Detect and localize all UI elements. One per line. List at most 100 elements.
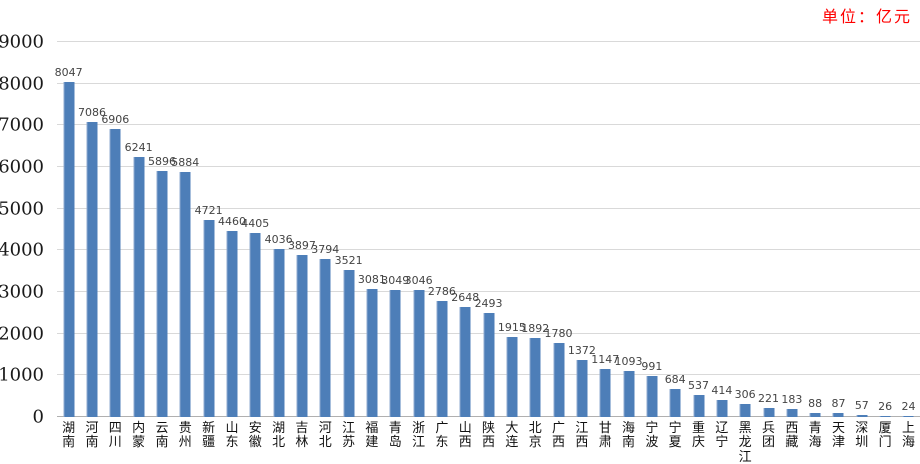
bar [226,231,238,417]
category-label: 山 东 [225,421,239,451]
bar [599,369,611,417]
bar [693,394,705,417]
category-label: 宁 波 [645,421,659,451]
value-label: 991 [641,359,663,373]
bar-column: 24 上 海 [897,42,920,450]
bar-column: 3046 浙 江 [404,42,433,450]
bar-column: 684 宁 夏 [664,42,687,450]
bar [459,306,471,417]
category-label: 重 庆 [692,421,706,451]
gridline [57,291,920,292]
value-label: 8047 [54,65,83,79]
value-label: 4460 [217,215,246,229]
bar-column: 1780 广 西 [545,42,573,450]
category-label: 辽 宁 [715,421,729,451]
bar-column: 4036 湖 北 [264,42,293,450]
value-label: 3081 [357,272,386,286]
value-label: 2786 [427,284,456,298]
value-label: 684 [664,372,686,386]
bar-column: 1093 海 南 [615,42,643,449]
plot-area: 8047 湖 南 7086 河 南 6906 四 川 6241 内 蒙 5896 云 南 5884 贵… [54,41,920,464]
value-label: 6906 [101,113,130,127]
bar-column: 6241 内 蒙 [124,42,153,450]
bar [319,258,331,417]
value-label: 3046 [404,274,433,288]
category-label: 江 西 [575,421,589,451]
value-label: 4405 [241,217,270,231]
bar-column: 57 深 圳 [850,42,873,450]
value-label: 57 [854,398,869,412]
category-label: 新 疆 [202,421,216,451]
category-label: 内 蒙 [132,421,146,451]
bar-column: 2786 广 东 [427,42,456,450]
y-tick-label: 3000 [0,281,44,303]
value-label: 87 [831,397,846,411]
y-axis: 0 1000 2000 3000 4000 5000 6000 7000 8000 9000 [0,32,46,428]
bar-column: 3521 江 苏 [334,42,363,450]
bar [273,248,285,417]
category-label: 河 北 [318,421,332,451]
bar [646,375,658,417]
bar [86,121,98,417]
bar-column: 991 宁 波 [640,42,663,450]
y-tick-label: 1000 [0,364,44,386]
unit-label: 单位：亿元 [821,7,912,26]
bar-column: 4721 新 疆 [195,42,223,450]
y-tick-label: 7000 [0,114,44,136]
bar [343,270,355,417]
value-label: 1892 [521,322,550,336]
bar-column: 3081 福 建 [357,42,386,450]
value-label: 3794 [311,242,340,256]
category-label: 青 海 [808,421,822,451]
category-label: 深 圳 [855,421,869,451]
bar-column: 8047 湖 南 [54,42,83,450]
value-label: 414 [711,383,733,397]
bar-column: 4405 安 徽 [241,42,270,449]
category-label: 甘 肃 [598,421,612,451]
value-label: 88 [808,397,823,411]
bar [296,254,308,417]
bar [623,371,635,417]
gridline [57,82,920,84]
category-label: 江 苏 [342,421,356,451]
category-label: 贵 州 [178,421,192,451]
y-tick-label: 5000 [0,198,44,220]
value-label: 3521 [334,254,363,268]
bar [763,407,774,417]
bar-column: 2493 陕 西 [475,42,503,450]
bar [669,388,681,417]
value-label: 6241 [124,140,153,154]
category-label: 北 京 [528,421,542,451]
category-label: 西 藏 [785,421,799,451]
category-label: 河 南 [85,421,99,451]
bar-column: 1372 江 西 [567,42,596,450]
bar-column: 221 兵 团 [757,42,780,450]
bar-column: 26 厦 门 [873,42,896,450]
gridline [57,41,920,42]
y-tick-label: 0 [32,406,44,428]
category-label: 大 连 [505,421,519,451]
value-label: 306 [734,388,756,402]
bar-column: 537 重 庆 [687,42,710,450]
category-label: 湖 北 [272,421,286,451]
value-label: 4036 [264,232,293,246]
category-label: 安 徽 [248,421,262,451]
bar [63,81,75,417]
bar [366,288,378,417]
bar-column: 3049 青 岛 [381,42,409,450]
bar-column: 6906 四 川 [101,42,130,450]
value-label: 5884 [171,155,200,169]
bar [389,289,401,417]
bar [739,404,751,417]
category-label: 四 川 [108,421,122,451]
y-tick-label: 9000 [0,31,44,53]
category-label: 广 西 [552,421,566,451]
bar-column: 306 黑 龙 江 [734,42,757,464]
category-label: 天 津 [831,421,845,451]
value-label: 26 [878,399,893,413]
bar [832,413,844,417]
gridline [57,207,920,209]
value-label: 183 [781,393,803,407]
value-label: 1372 [567,343,596,357]
